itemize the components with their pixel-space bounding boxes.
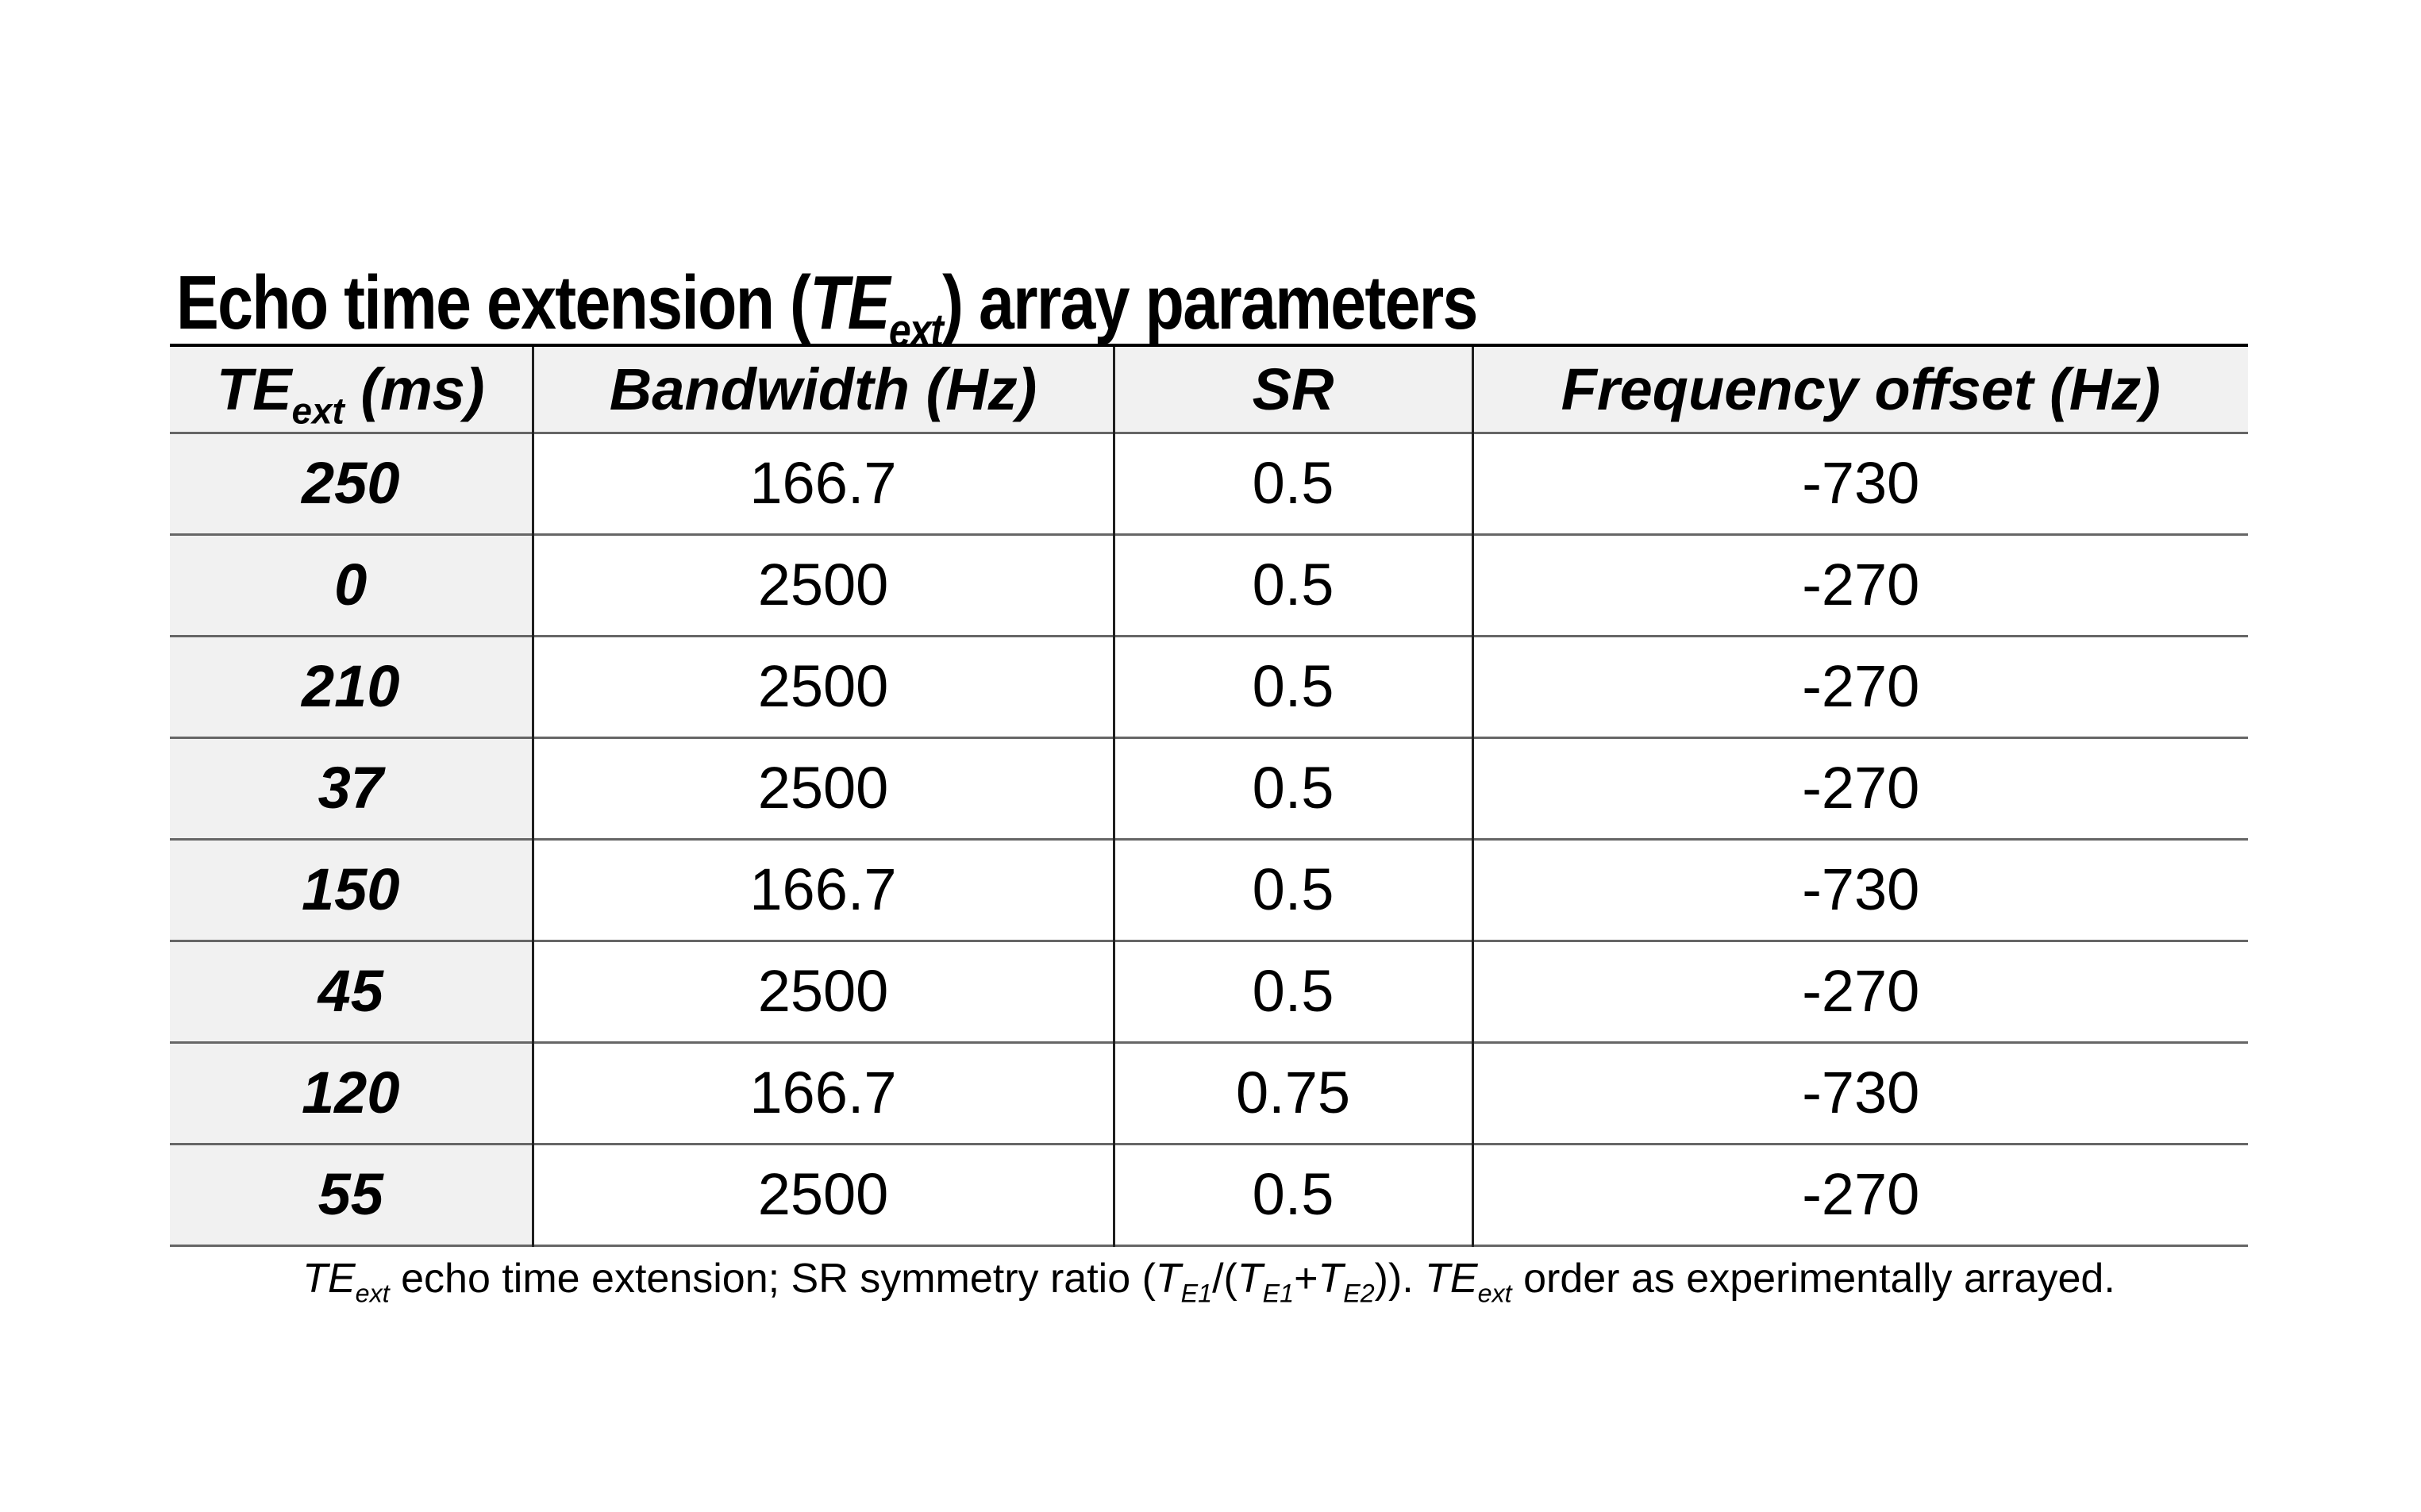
header-row: TEext (ms) Bandwidth (Hz) SR Frequency o…	[170, 345, 2248, 433]
parameters-table: TEext (ms) Bandwidth (Hz) SR Frequency o…	[170, 344, 2248, 1247]
header-frequency-offset: Frequency offset (Hz)	[1471, 345, 2248, 433]
cell-te-ext: 45	[170, 939, 533, 1042]
table-footnote: TEext echo time extension; SR symmetry r…	[302, 1256, 2115, 1308]
cell-frequency-offset: -730	[1471, 431, 2248, 534]
cell-frequency-offset: -270	[1471, 1142, 2248, 1245]
cell-bandwidth: 166.7	[531, 431, 1114, 534]
cell-sr: 0.5	[1112, 634, 1472, 737]
cell-sr: 0.5	[1112, 837, 1472, 941]
cell-sr: 0.5	[1112, 939, 1472, 1042]
table-row: 120 166.7 0.75 -730	[170, 1041, 2248, 1144]
cell-sr: 0.75	[1112, 1041, 1472, 1144]
cell-sr: 0.5	[1112, 431, 1472, 534]
cell-te-ext: 150	[170, 837, 533, 941]
cell-frequency-offset: -270	[1471, 939, 2248, 1042]
cell-bandwidth: 2500	[531, 939, 1114, 1042]
cell-bandwidth: 166.7	[531, 1041, 1114, 1144]
cell-te-ext: 210	[170, 634, 533, 737]
cell-bandwidth: 2500	[531, 634, 1114, 737]
table-row: 150 166.7 0.5 -730	[170, 837, 2248, 941]
cell-te-ext: 120	[170, 1041, 533, 1144]
table-row: 45 2500 0.5 -270	[170, 939, 2248, 1042]
cell-bandwidth: 2500	[531, 1142, 1114, 1245]
cell-te-ext: 37	[170, 736, 533, 839]
cell-te-ext: 0	[170, 533, 533, 636]
cell-frequency-offset: -730	[1471, 837, 2248, 941]
cell-frequency-offset: -730	[1471, 1041, 2248, 1144]
cell-frequency-offset: -270	[1471, 736, 2248, 839]
table-row: 0 2500 0.5 -270	[170, 533, 2248, 636]
cell-sr: 0.5	[1112, 1142, 1472, 1245]
cell-frequency-offset: -270	[1471, 634, 2248, 737]
cell-bandwidth: 166.7	[531, 837, 1114, 941]
cell-sr: 0.5	[1112, 533, 1472, 636]
cell-te-ext: 55	[170, 1142, 533, 1245]
cell-bandwidth: 2500	[531, 533, 1114, 636]
cell-bandwidth: 2500	[531, 736, 1114, 839]
cell-sr: 0.5	[1112, 736, 1472, 839]
header-te-ext: TEext (ms)	[216, 356, 485, 431]
cell-te-ext: 250	[170, 431, 533, 534]
table-row: 37 2500 0.5 -270	[170, 736, 2248, 839]
header-bandwidth: Bandwidth (Hz)	[531, 345, 1114, 433]
cell-frequency-offset: -270	[1471, 533, 2248, 636]
table-row: 250 166.7 0.5 -730	[170, 431, 2248, 534]
table-row: 210 2500 0.5 -270	[170, 634, 2248, 737]
table-row: 55 2500 0.5 -270	[170, 1142, 2248, 1245]
table-title: Echo time extension (TEext) array parame…	[176, 260, 1478, 357]
header-sr: SR	[1112, 345, 1472, 433]
